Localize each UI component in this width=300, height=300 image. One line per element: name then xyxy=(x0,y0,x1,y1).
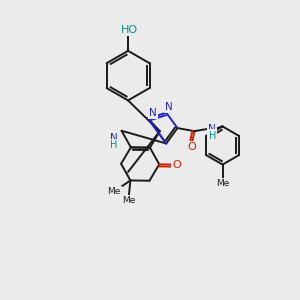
Text: N: N xyxy=(110,134,118,143)
Text: Me: Me xyxy=(122,196,135,205)
Text: H: H xyxy=(110,140,118,150)
Text: HO: HO xyxy=(121,25,138,35)
Text: N: N xyxy=(208,124,216,134)
Text: O: O xyxy=(187,142,196,152)
Text: N: N xyxy=(149,108,157,118)
Text: O: O xyxy=(172,160,181,170)
Text: H: H xyxy=(208,130,216,141)
Text: Me: Me xyxy=(216,179,229,188)
Text: Me: Me xyxy=(107,187,121,196)
Text: N: N xyxy=(165,102,173,112)
